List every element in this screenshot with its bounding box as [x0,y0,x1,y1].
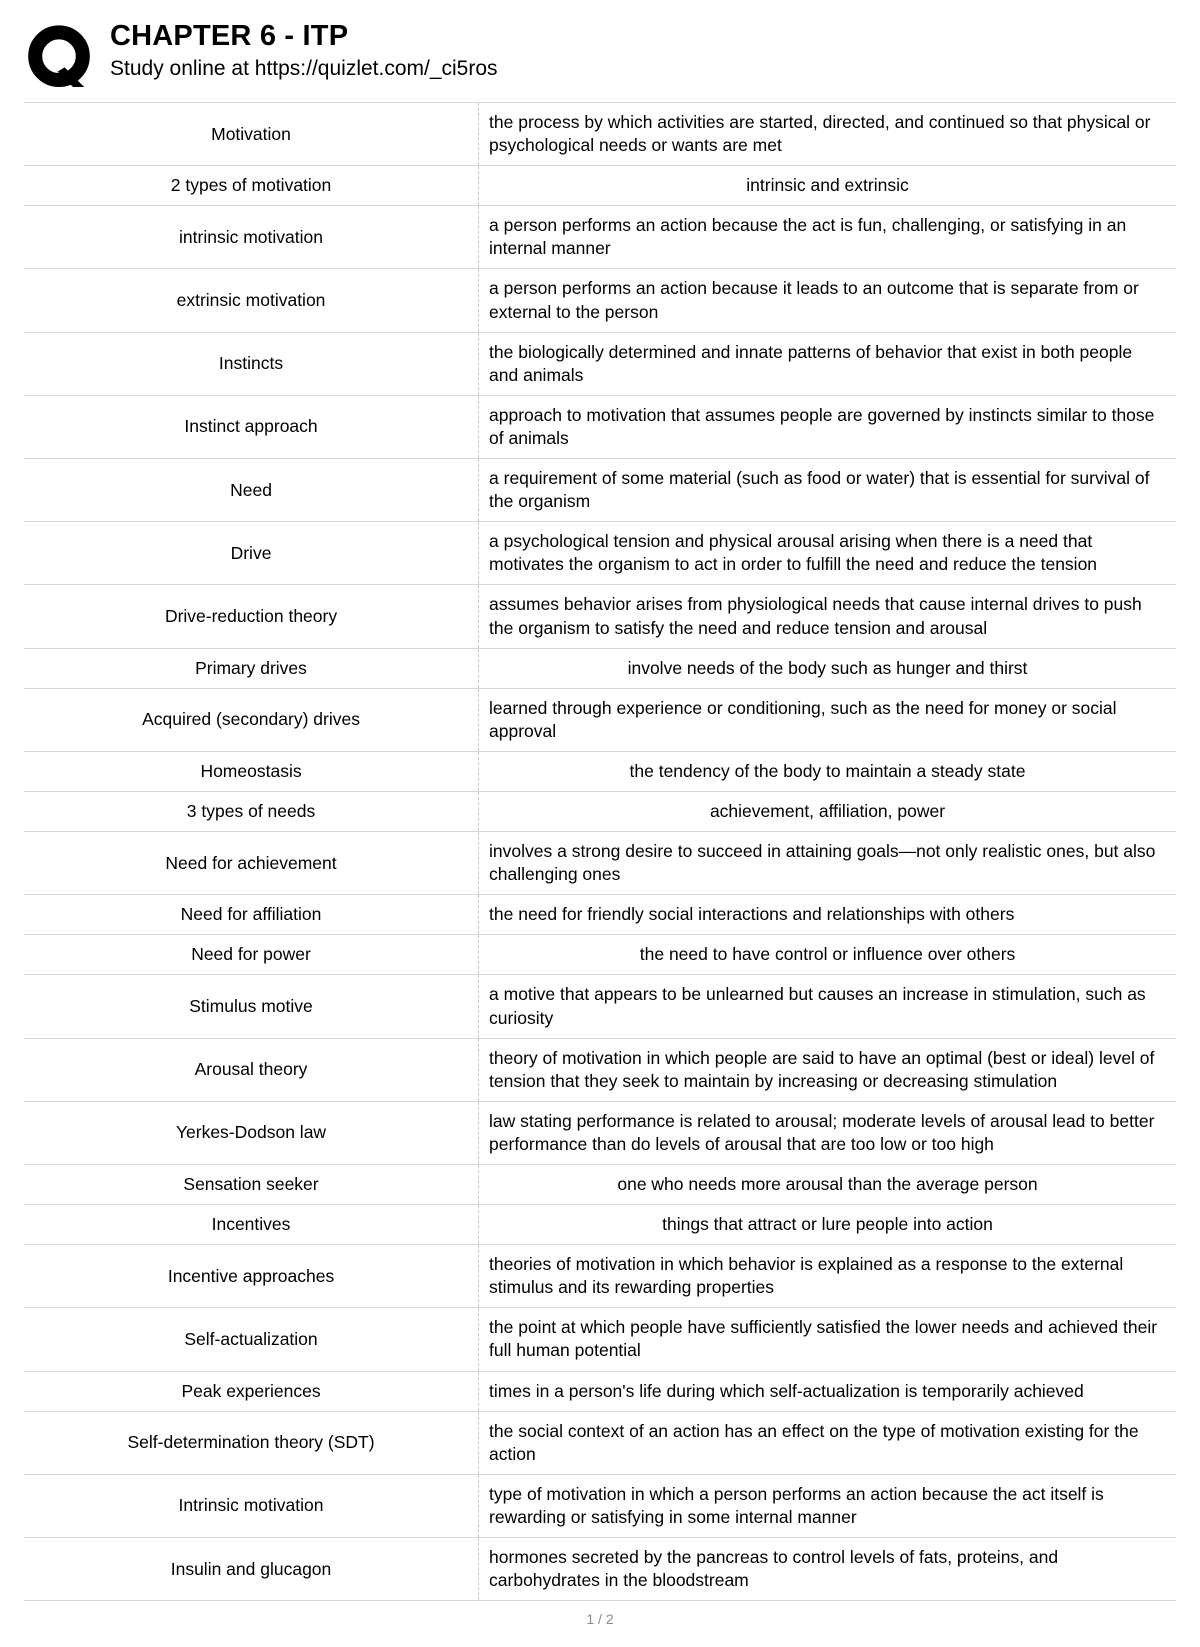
table-row: Instinct approachapproach to motivation … [24,396,1176,459]
table-row: Need for affiliationthe need for friendl… [24,895,1176,935]
definition-cell: a person performs an action because the … [479,206,1176,268]
term-cell: Incentives [24,1205,479,1244]
definition-cell: the tendency of the body to maintain a s… [479,752,1176,791]
definition-cell: the need for friendly social interaction… [479,895,1176,934]
definition-cell: a person performs an action because it l… [479,269,1176,331]
page-header: CHAPTER 6 - ITP Study online at https://… [24,20,1176,94]
term-cell: 3 types of needs [24,792,479,831]
table-row: Instinctsthe biologically determined and… [24,333,1176,396]
term-cell: intrinsic motivation [24,206,479,268]
definition-cell: the social context of an action has an e… [479,1412,1176,1474]
term-cell: Homeostasis [24,752,479,791]
term-cell: Self-determination theory (SDT) [24,1412,479,1474]
term-cell: Need for achievement [24,832,479,894]
page-title: CHAPTER 6 - ITP [110,20,498,53]
definition-cell: times in a person's life during which se… [479,1372,1176,1411]
term-cell: Acquired (secondary) drives [24,689,479,751]
definition-cell: intrinsic and extrinsic [479,166,1176,205]
definition-cell: one who needs more arousal than the aver… [479,1165,1176,1204]
term-cell: Sensation seeker [24,1165,479,1204]
definition-cell: the need to have control or influence ov… [479,935,1176,974]
table-row: Need for achievementinvolves a strong de… [24,832,1176,895]
term-cell: Yerkes-Dodson law [24,1102,479,1164]
term-cell: Arousal theory [24,1039,479,1101]
definition-cell: theory of motivation in which people are… [479,1039,1176,1101]
title-block: CHAPTER 6 - ITP Study online at https://… [110,20,498,81]
table-row: Homeostasisthe tendency of the body to m… [24,752,1176,792]
definition-cell: a motive that appears to be unlearned bu… [479,975,1176,1037]
definition-cell: a requirement of some material (such as … [479,459,1176,521]
page-number: 1 / 2 [24,1611,1176,1627]
table-row: Incentivesthings that attract or lure pe… [24,1205,1176,1245]
table-row: Motivationthe process by which activitie… [24,103,1176,166]
table-row: Drive-reduction theoryassumes behavior a… [24,585,1176,648]
table-row: Arousal theorytheory of motivation in wh… [24,1039,1176,1102]
table-row: Incentive approachestheories of motivati… [24,1245,1176,1308]
term-cell: Drive [24,522,479,584]
definition-cell: the biologically determined and innate p… [479,333,1176,395]
table-row: Sensation seekerone who needs more arous… [24,1165,1176,1205]
term-cell: 2 types of motivation [24,166,479,205]
quizlet-q-icon [24,24,94,94]
table-row: Self-determination theory (SDT)the socia… [24,1412,1176,1475]
table-row: Yerkes-Dodson lawlaw stating performance… [24,1102,1176,1165]
table-row: 3 types of needsachievement, affiliation… [24,792,1176,832]
table-row: Needa requirement of some material (such… [24,459,1176,522]
definition-cell: involves a strong desire to succeed in a… [479,832,1176,894]
table-row: Primary drivesinvolve needs of the body … [24,649,1176,689]
term-cell: Insulin and glucagon [24,1538,479,1600]
table-row: intrinsic motivationa person performs an… [24,206,1176,269]
term-cell: Motivation [24,103,479,165]
term-cell: Peak experiences [24,1372,479,1411]
definition-cell: approach to motivation that assumes peop… [479,396,1176,458]
table-row: Insulin and glucagonhormones secreted by… [24,1538,1176,1601]
definition-cell: a psychological tension and physical aro… [479,522,1176,584]
study-table: Motivationthe process by which activitie… [24,102,1176,1601]
term-cell: Intrinsic motivation [24,1475,479,1537]
table-row: Drivea psychological tension and physica… [24,522,1176,585]
definition-cell: theories of motivation in which behavior… [479,1245,1176,1307]
page-subtitle: Study online at https://quizlet.com/_ci5… [110,57,498,81]
term-cell: Primary drives [24,649,479,688]
term-cell: Need [24,459,479,521]
table-row: Acquired (secondary) driveslearned throu… [24,689,1176,752]
table-row: Self-actualizationthe point at which peo… [24,1308,1176,1371]
definition-cell: law stating performance is related to ar… [479,1102,1176,1164]
table-row: Stimulus motivea motive that appears to … [24,975,1176,1038]
table-row: Peak experiencestimes in a person's life… [24,1372,1176,1412]
definition-cell: involve needs of the body such as hunger… [479,649,1176,688]
term-cell: Need for affiliation [24,895,479,934]
table-row: Need for powerthe need to have control o… [24,935,1176,975]
definition-cell: assumes behavior arises from physiologic… [479,585,1176,647]
table-row: extrinsic motivationa person performs an… [24,269,1176,332]
term-cell: Incentive approaches [24,1245,479,1307]
table-row: Intrinsic motivationtype of motivation i… [24,1475,1176,1538]
term-cell: Self-actualization [24,1308,479,1370]
table-row: 2 types of motivationintrinsic and extri… [24,166,1176,206]
term-cell: Drive-reduction theory [24,585,479,647]
term-cell: Instincts [24,333,479,395]
definition-cell: hormones secreted by the pancreas to con… [479,1538,1176,1600]
term-cell: Stimulus motive [24,975,479,1037]
term-cell: Need for power [24,935,479,974]
definition-cell: the point at which people have sufficien… [479,1308,1176,1370]
definition-cell: type of motivation in which a person per… [479,1475,1176,1537]
definition-cell: learned through experience or conditioni… [479,689,1176,751]
definition-cell: things that attract or lure people into … [479,1205,1176,1244]
definition-cell: the process by which activities are star… [479,103,1176,165]
term-cell: Instinct approach [24,396,479,458]
definition-cell: achievement, affiliation, power [479,792,1176,831]
term-cell: extrinsic motivation [24,269,479,331]
